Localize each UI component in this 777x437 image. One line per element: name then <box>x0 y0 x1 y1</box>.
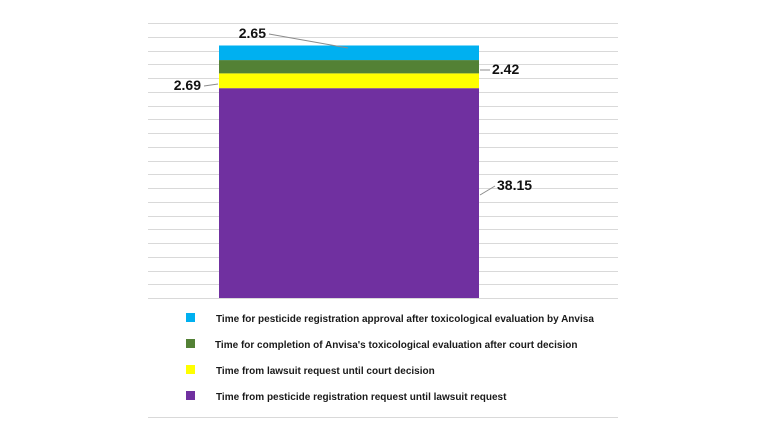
legend-label: Time for pesticide registration approval… <box>216 314 594 325</box>
legend-swatch <box>186 313 195 322</box>
legend-label: Time from lawsuit request until court de… <box>216 366 435 377</box>
legend-label: Time for completion of Anvisa's toxicolo… <box>215 340 578 351</box>
bar-segment-3 <box>219 60 479 74</box>
stacked-bar <box>219 45 479 298</box>
legend-divider <box>148 417 618 418</box>
data-label-4: 2.65 <box>239 25 266 41</box>
label-leader-lines <box>203 33 496 196</box>
leader-line-1 <box>479 185 496 196</box>
leader-line-4 <box>268 33 349 49</box>
legend-swatch <box>186 391 195 400</box>
bar-segment-4 <box>219 45 479 61</box>
data-label-3: 2.42 <box>492 61 519 77</box>
leader-line-2 <box>203 83 219 87</box>
legend-swatch <box>186 339 195 348</box>
legend-swatch <box>186 365 195 374</box>
data-label-1: 38.15 <box>497 177 532 193</box>
bar-segment-1 <box>219 88 479 298</box>
bar-segment-2 <box>219 73 479 89</box>
legend-label: Time from pesticide registration request… <box>216 392 507 403</box>
data-labels: 38.15 2.69 2.42 2.65 <box>174 25 532 193</box>
data-label-2: 2.69 <box>174 77 201 93</box>
